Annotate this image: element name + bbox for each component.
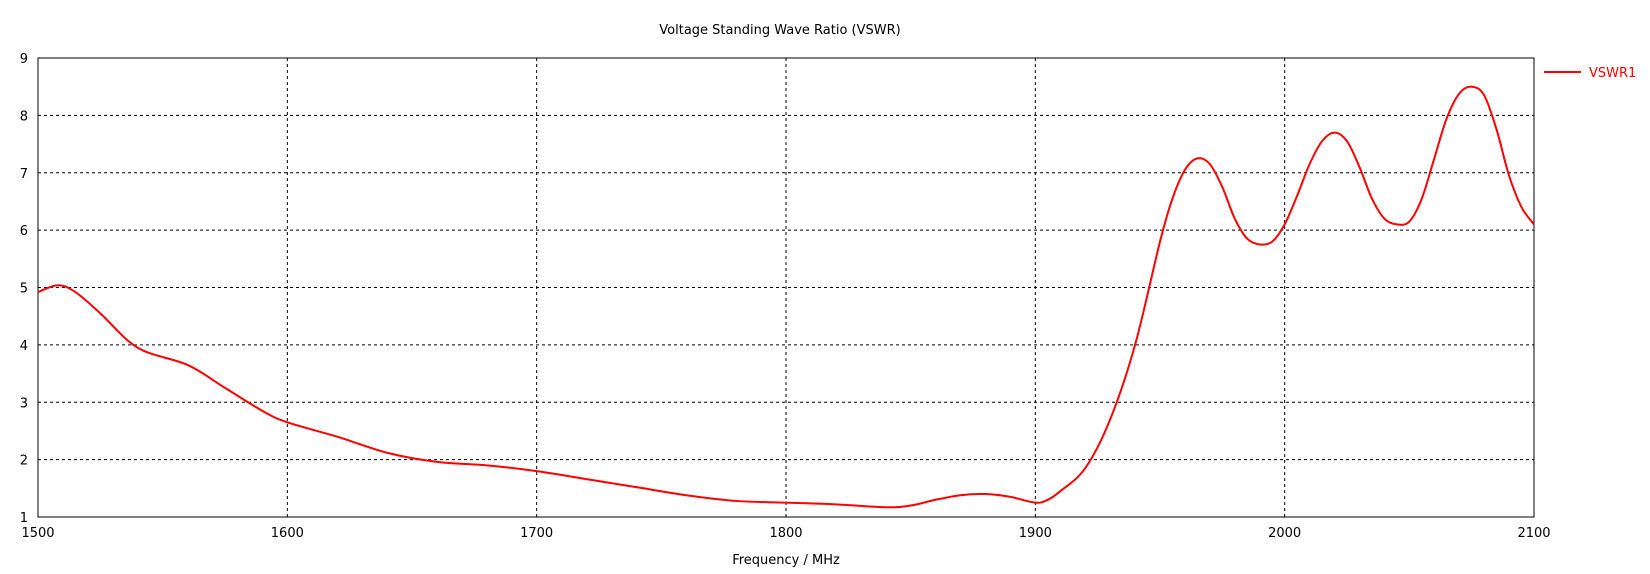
x-tick-label: 1600 [271, 526, 304, 541]
y-tick-label: 6 [20, 224, 28, 239]
x-tick-label: 2000 [1268, 526, 1301, 541]
y-tick-label: 3 [20, 396, 28, 411]
legend-label-vswr1: VSWR1 [1589, 66, 1636, 81]
y-tick-label: 9 [20, 52, 28, 67]
series-layer [37, 85, 1535, 509]
y-tick-label: 5 [20, 282, 28, 297]
x-tick-label: 1800 [769, 526, 802, 541]
tick-labels: 1500 1600 1700 1800 1900 2000 2100 1 2 3 4 5 6 7 8 9 [20, 52, 1551, 541]
y-tick-label: 2 [20, 454, 28, 469]
x-tick-label: 2100 [1517, 526, 1550, 541]
y-tick-label: 7 [20, 167, 28, 182]
x-axis-label: Frequency / MHz [732, 553, 840, 568]
grid-layer [38, 58, 1534, 517]
series-line-vswr1 [37, 85, 1535, 509]
x-tick-label: 1900 [1019, 526, 1052, 541]
plot-area [37, 57, 1535, 518]
x-tick-label: 1500 [21, 526, 54, 541]
y-tick-label: 4 [20, 339, 28, 354]
y-tick-label: 1 [20, 511, 28, 526]
y-tick-label: 8 [20, 109, 28, 124]
x-tick-label: 1700 [520, 526, 553, 541]
chart-title: Voltage Standing Wave Ratio (VSWR) [659, 23, 900, 38]
legend: VSWR1 [1544, 66, 1636, 81]
